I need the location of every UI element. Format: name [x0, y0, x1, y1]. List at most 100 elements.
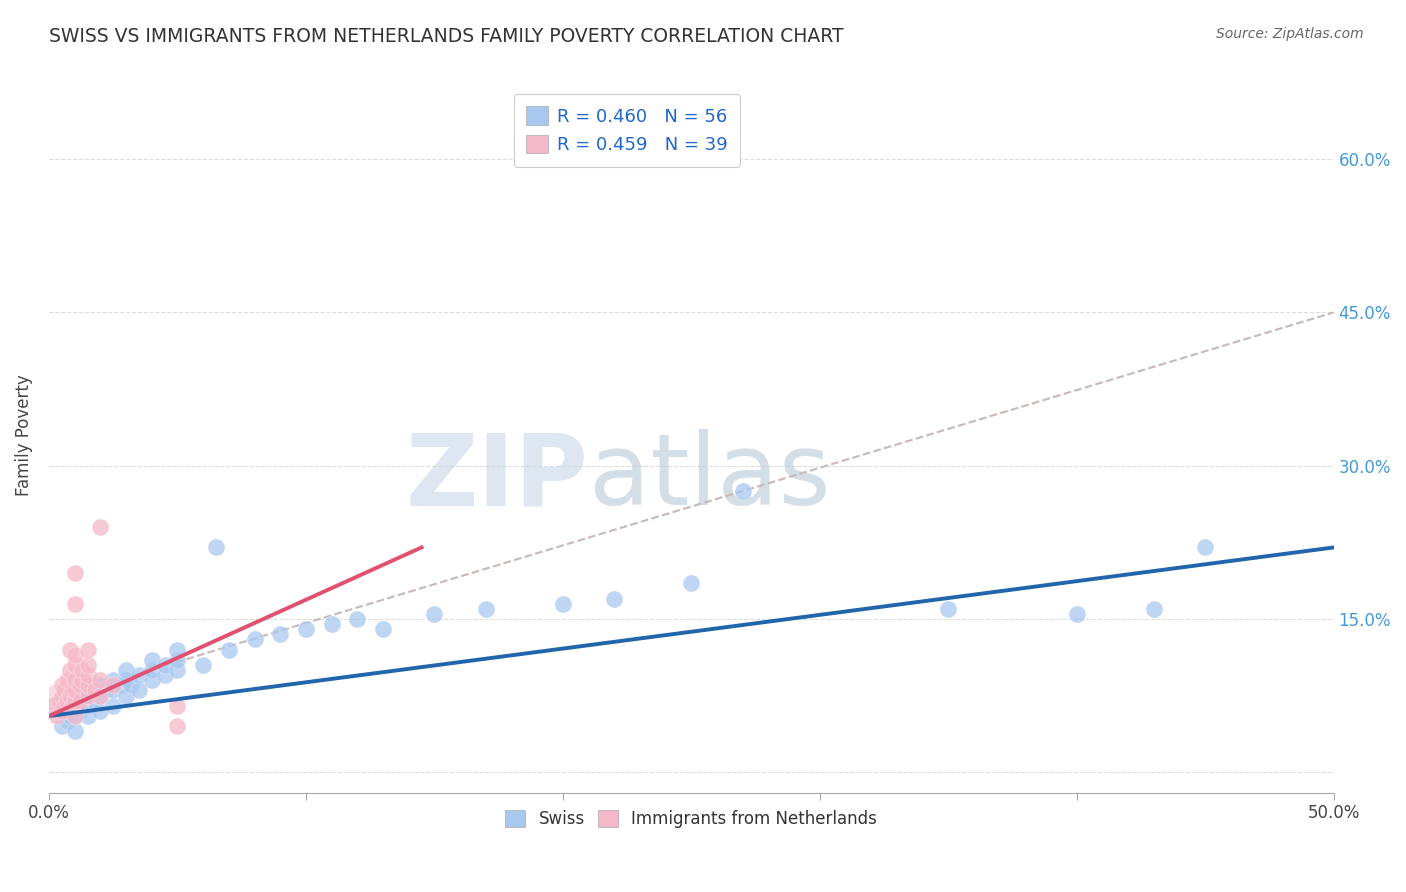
Point [63, 657, 86, 672]
Point [76, 689, 98, 703]
Point [166, 653, 188, 667]
Point [141, 653, 163, 667]
Point [51, 704, 73, 718]
Point [58, 642, 80, 657]
Point [63, 709, 86, 723]
Point [53, 698, 76, 713]
Point [63, 648, 86, 662]
Point [63, 698, 86, 713]
Point [63, 694, 86, 708]
Point [103, 678, 125, 692]
Point [84, 683, 107, 698]
Point [51, 678, 73, 692]
Point [115, 689, 138, 703]
Point [58, 663, 80, 677]
Point [166, 719, 188, 733]
Point [321, 617, 343, 632]
Point [218, 642, 240, 657]
Point [936, 601, 959, 615]
Point [153, 668, 176, 682]
Point [51, 689, 73, 703]
Point [84, 694, 107, 708]
Point [72, 694, 94, 708]
Point [153, 657, 176, 672]
Point [166, 642, 188, 657]
Point [551, 597, 574, 611]
Point [681, 576, 703, 591]
Point [103, 673, 125, 688]
Point [63, 709, 86, 723]
Point [103, 683, 125, 698]
Point [89, 678, 111, 692]
Point [76, 683, 98, 698]
Point [103, 698, 125, 713]
Point [94, 683, 117, 698]
Point [76, 698, 98, 713]
Point [371, 622, 394, 636]
Point [45, 709, 67, 723]
Point [128, 683, 150, 698]
Point [89, 520, 111, 534]
Point [76, 642, 98, 657]
Point [128, 668, 150, 682]
Point [1066, 607, 1088, 621]
Point [53, 683, 76, 698]
Point [76, 657, 98, 672]
Point [76, 709, 98, 723]
Point [63, 566, 86, 580]
Point [1194, 541, 1216, 555]
Point [346, 612, 368, 626]
Point [63, 673, 86, 688]
Point [110, 678, 132, 692]
Point [76, 689, 98, 703]
Point [76, 668, 98, 682]
Point [166, 663, 188, 677]
Point [269, 627, 291, 641]
Point [48, 694, 70, 708]
Point [60, 698, 83, 713]
Point [89, 673, 111, 688]
Point [63, 683, 86, 698]
Point [89, 704, 111, 718]
Point [51, 704, 73, 718]
Y-axis label: Family Poverty: Family Poverty [15, 374, 32, 496]
Point [58, 709, 80, 723]
Point [56, 673, 79, 688]
Point [58, 689, 80, 703]
Point [45, 694, 67, 708]
Point [120, 678, 142, 692]
Point [51, 719, 73, 733]
Point [56, 694, 79, 708]
Point [166, 698, 188, 713]
Point [1143, 601, 1166, 615]
Text: Source: ZipAtlas.com: Source: ZipAtlas.com [1216, 27, 1364, 41]
Point [69, 678, 91, 692]
Text: SWISS VS IMMIGRANTS FROM NETHERLANDS FAMILY POVERTY CORRELATION CHART: SWISS VS IMMIGRANTS FROM NETHERLANDS FAM… [49, 27, 844, 45]
Point [63, 597, 86, 611]
Legend: Swiss, Immigrants from Netherlands: Swiss, Immigrants from Netherlands [499, 803, 884, 834]
Point [63, 724, 86, 739]
Point [731, 484, 754, 499]
Point [115, 673, 138, 688]
Point [295, 622, 318, 636]
Point [603, 591, 626, 606]
Text: atlas: atlas [589, 429, 830, 526]
Point [423, 607, 446, 621]
Point [69, 704, 91, 718]
Text: ZIP: ZIP [406, 429, 589, 526]
Point [63, 694, 86, 708]
Point [72, 673, 94, 688]
Point [141, 663, 163, 677]
Point [76, 678, 98, 692]
Point [60, 683, 83, 698]
Point [56, 714, 79, 728]
Point [243, 632, 266, 647]
Point [141, 673, 163, 688]
Point [191, 657, 214, 672]
Point [38, 698, 60, 713]
Point [69, 694, 91, 708]
Point [474, 601, 496, 615]
Point [72, 663, 94, 677]
Point [115, 663, 138, 677]
Point [89, 689, 111, 703]
